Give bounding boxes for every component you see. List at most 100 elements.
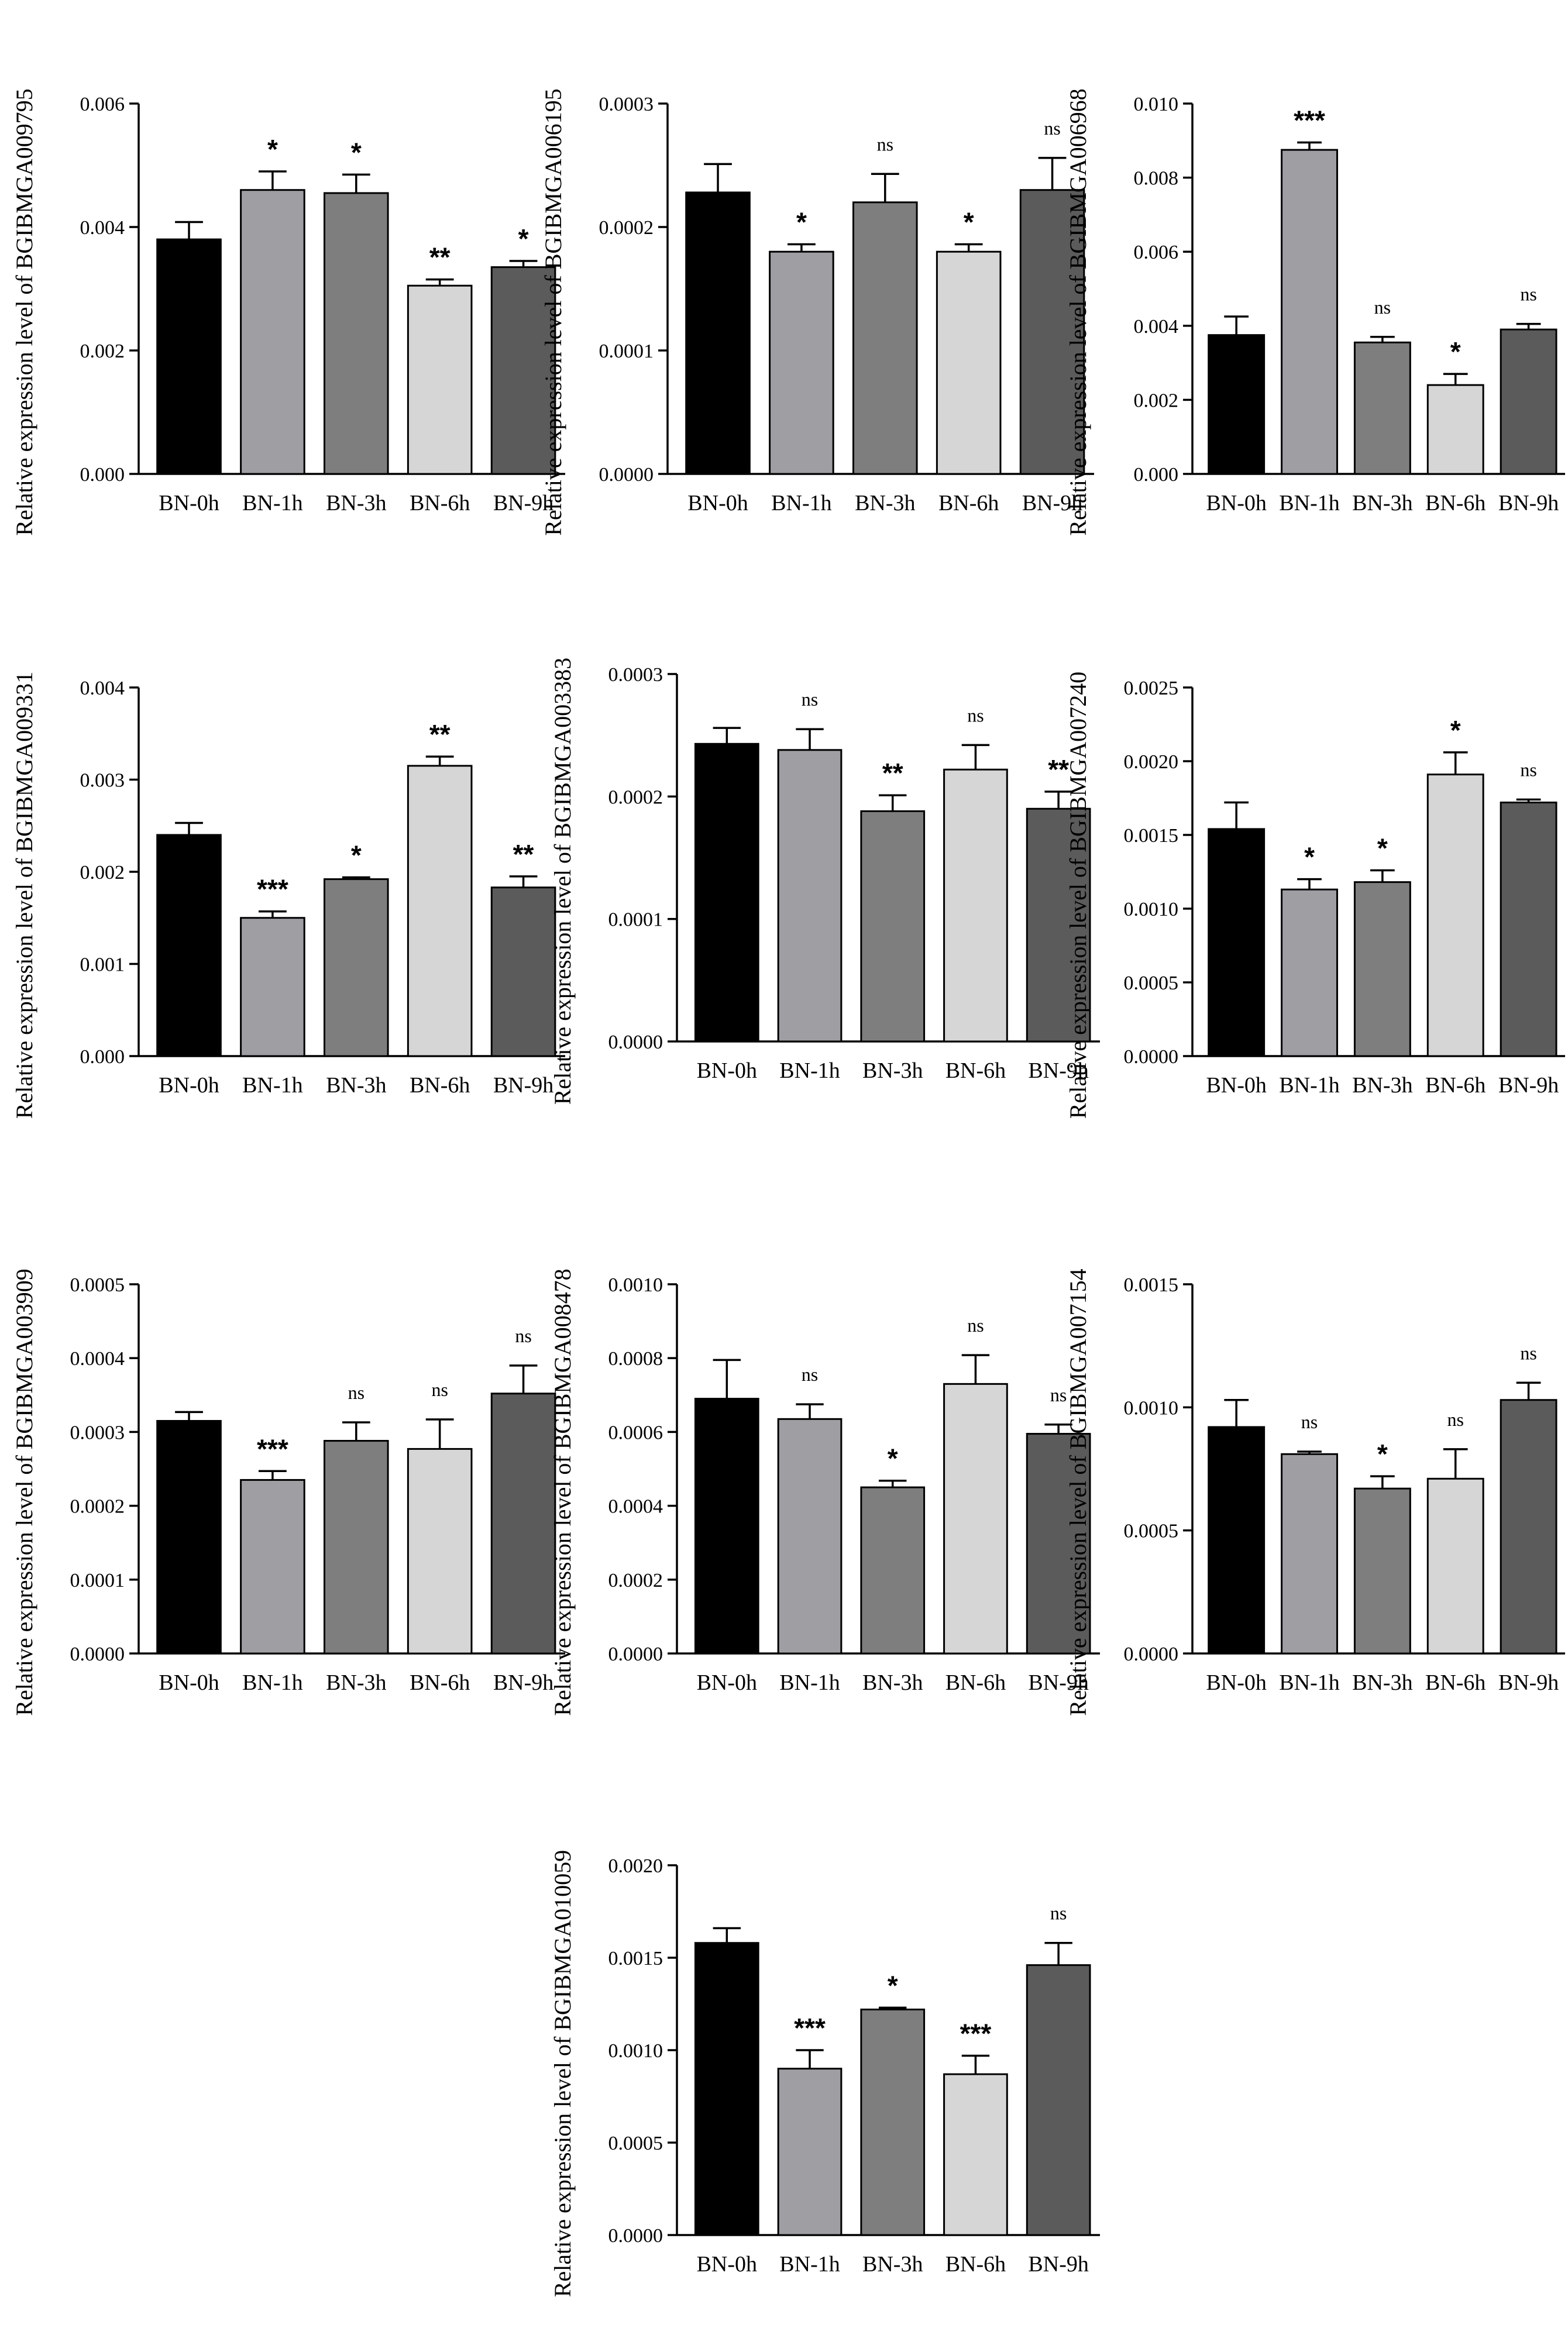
x-tick-label: BN-6h	[410, 1670, 470, 1695]
bar-BN-9h	[1500, 1399, 1557, 1655]
y-axis-label: Relative expression level of BGIBMGA0072…	[1065, 672, 1091, 1119]
x-tick-label: BN-6h	[410, 1073, 470, 1098]
bar-BN-1h	[777, 1418, 843, 1655]
y-tick-label: 0.0005	[608, 2133, 663, 2154]
x-tick-label: BN-9h	[1028, 2252, 1088, 2277]
chart-panel-BGIBMGA006195: 0.0000 0.0001 0.0002 0.0003 Relative express…	[540, 88, 1094, 536]
y-tick-label: 0.001	[80, 954, 125, 976]
x-tick-label: BN-6h	[1425, 1073, 1486, 1098]
y-axis-label: Relative expression level of BGIBMGA0100…	[549, 1850, 576, 2297]
bar-BN-3h	[852, 201, 918, 475]
y-tick-label: 0.000	[80, 1046, 125, 1068]
significance-label: ***	[257, 874, 288, 905]
x-tick-label: BN-6h	[945, 1670, 1006, 1695]
significance-label: *	[888, 1443, 898, 1474]
x-tick-label: BN-1h	[242, 1073, 302, 1098]
x-tick-label: BN-0h	[1206, 1073, 1266, 1098]
y-tick-label: 0.010	[1134, 94, 1179, 115]
bar-BN-3h	[323, 878, 389, 1057]
x-tick-label: BN-3h	[1352, 491, 1412, 515]
bar-BN-9h	[1500, 802, 1557, 1057]
x-tick-label: BN-0h	[159, 1670, 219, 1695]
significance-label: ns	[1520, 1342, 1536, 1363]
x-tick-label: BN-3h	[862, 1670, 923, 1695]
significance-label: *	[267, 134, 278, 164]
bar-BN-0h	[156, 1419, 222, 1655]
y-tick-label: 0.0002	[608, 786, 663, 808]
x-tick-label: BN-1h	[779, 1058, 840, 1083]
y-tick-label: 0.0005	[1124, 972, 1179, 994]
y-tick-label: 0.0002	[599, 217, 654, 239]
significance-label: *	[1377, 833, 1388, 863]
significance-label: ns	[1050, 1903, 1067, 1924]
y-tick-label: 0.0006	[608, 1422, 663, 1443]
y-tick-label: 0.0000	[1124, 1046, 1179, 1068]
y-axis-label: Relative expression level of BGIBMGA0033…	[549, 658, 576, 1105]
bar-BN-9h	[490, 886, 556, 1057]
x-tick-label: BN-3h	[326, 1670, 386, 1695]
significance-label: *	[1377, 1439, 1388, 1469]
bar-BN-0h	[1208, 828, 1266, 1057]
significance-label: *	[1450, 715, 1461, 745]
significance-label: ns	[1520, 284, 1536, 305]
bar-BN-9h	[1500, 328, 1557, 475]
x-tick-label: BN-0h	[1206, 491, 1266, 515]
significance-label: ns	[802, 689, 818, 710]
y-tick-label: 0.008	[1134, 168, 1179, 190]
x-tick-label: BN-0h	[697, 2252, 757, 2277]
significance-label: *	[351, 840, 362, 870]
bar-BN-9h	[490, 266, 556, 475]
y-tick-label: 0.0003	[70, 1422, 125, 1443]
chart-panel-BGIBMGA003909: 0.0000 0.0001 0.0002 0.0003 0.0004 0.0005 Rela…	[11, 1268, 565, 1716]
y-tick-label: 0.0003	[599, 94, 654, 115]
y-axis-label: Relative expression level of BGIBMGA0093…	[11, 672, 37, 1119]
x-tick-label: BN-1h	[771, 491, 831, 515]
x-tick-label: BN-0h	[159, 491, 219, 515]
chart-panel-BGIBMGA009331: 0.000 0.001 0.002 0.003 0.004 Relative expres…	[11, 672, 565, 1119]
bar-BN-6h	[407, 284, 473, 475]
x-tick-label: BN-3h	[1352, 1073, 1412, 1098]
significance-label: *	[964, 207, 974, 238]
significance-label: *	[1304, 842, 1315, 872]
y-tick-label: 0.002	[1134, 390, 1179, 411]
bar-BN-3h	[1353, 1487, 1411, 1655]
x-tick-label: BN-0h	[1206, 1670, 1266, 1695]
bar-BN-6h	[1426, 384, 1484, 475]
y-tick-label: 0.0002	[608, 1570, 663, 1591]
y-axis-label: Relative expression level of BGIBMGA0084…	[549, 1268, 576, 1715]
bar-BN-1h	[1281, 888, 1338, 1057]
y-tick-label: 0.0000	[608, 2225, 663, 2247]
y-tick-label: 0.0000	[1124, 1644, 1179, 1665]
significance-label: ***	[1294, 105, 1325, 135]
chart-panel-BGIBMGA009795: 0.000 0.002 0.004 0.006 Relative expression …	[11, 88, 565, 536]
x-tick-label: BN-0h	[697, 1670, 757, 1695]
x-tick-label: BN-9h	[493, 491, 553, 515]
x-tick-label: BN-3h	[862, 2252, 923, 2277]
bar-BN-3h	[860, 810, 926, 1043]
x-tick-label: BN-0h	[697, 1058, 757, 1083]
bar-BN-1h	[1281, 149, 1338, 475]
y-tick-label: 0.0001	[70, 1570, 125, 1591]
x-tick-label: BN-1h	[1279, 1670, 1339, 1695]
y-tick-label: 0.0015	[608, 1948, 663, 1969]
x-tick-label: BN-0h	[159, 1073, 219, 1098]
y-tick-label: 0.0008	[608, 1348, 663, 1370]
bar-BN-0h	[1208, 1426, 1266, 1655]
bar-BN-1h	[240, 189, 305, 475]
y-tick-label: 0.0004	[608, 1496, 663, 1518]
x-tick-label: BN-1h	[1279, 491, 1339, 515]
bar-BN-0h	[156, 238, 222, 475]
x-tick-label: BN-0h	[687, 491, 748, 515]
bar-BN-9h	[1026, 1433, 1091, 1655]
significance-label: ns	[515, 1325, 531, 1346]
bar-BN-9h	[1026, 807, 1091, 1043]
bar-BN-6h	[936, 250, 1002, 475]
bar-BN-3h	[860, 2008, 926, 2236]
x-tick-label: BN-9h	[493, 1670, 553, 1695]
y-tick-label: 0.0010	[608, 1274, 663, 1296]
x-tick-label: BN-6h	[1425, 491, 1486, 515]
significance-label: **	[429, 719, 451, 750]
x-tick-label: BN-3h	[326, 491, 386, 515]
bar-BN-9h	[1026, 1964, 1091, 2236]
chart-panel-BGIBMGA006968: 0.000 0.002 0.004 0.006 0.008 0.010 Relative e…	[1065, 88, 1565, 536]
